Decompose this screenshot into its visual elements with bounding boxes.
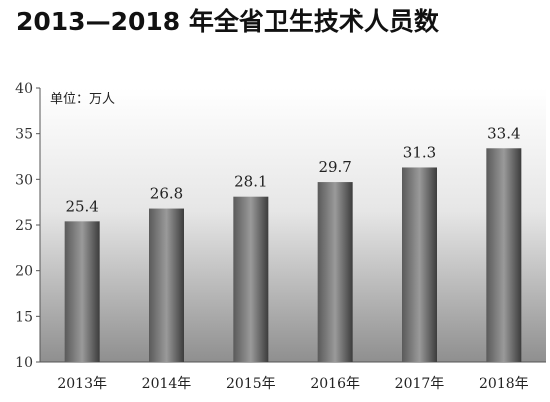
x-tick-label: 2015年 (226, 376, 276, 392)
y-tick-label: 30 (15, 172, 33, 188)
bar-2013年 (64, 221, 100, 362)
value-label: 25.4 (65, 197, 98, 215)
value-label: 31.3 (403, 143, 436, 161)
y-tick-label: 10 (15, 355, 33, 371)
y-tick-label: 25 (15, 218, 33, 234)
bar-2016年 (317, 182, 353, 362)
x-tick-label: 2014年 (142, 376, 192, 392)
chart-title: 2013—2018 年全省卫生技术人员数 (16, 7, 439, 36)
x-tick-label: 2013年 (57, 376, 107, 392)
x-tick-label: 2017年 (395, 376, 445, 392)
bar-2018年 (486, 148, 522, 362)
y-tick-label: 20 (15, 264, 33, 280)
y-tick-label: 40 (15, 81, 33, 97)
value-label: 29.7 (318, 158, 351, 176)
bar-2015年 (233, 196, 269, 362)
unit-label: 单位：万人 (50, 92, 115, 107)
value-label: 28.1 (234, 173, 267, 191)
bar-2017年 (402, 167, 437, 362)
value-label: 26.8 (150, 185, 183, 203)
y-tick-label: 15 (15, 309, 33, 325)
plot-background (40, 88, 546, 362)
y-tick-label: 35 (15, 127, 33, 143)
value-label: 33.4 (487, 124, 520, 142)
x-tick-label: 2018年 (479, 376, 529, 392)
bar-2014年 (149, 208, 184, 362)
x-tick-label: 2016年 (310, 376, 360, 392)
